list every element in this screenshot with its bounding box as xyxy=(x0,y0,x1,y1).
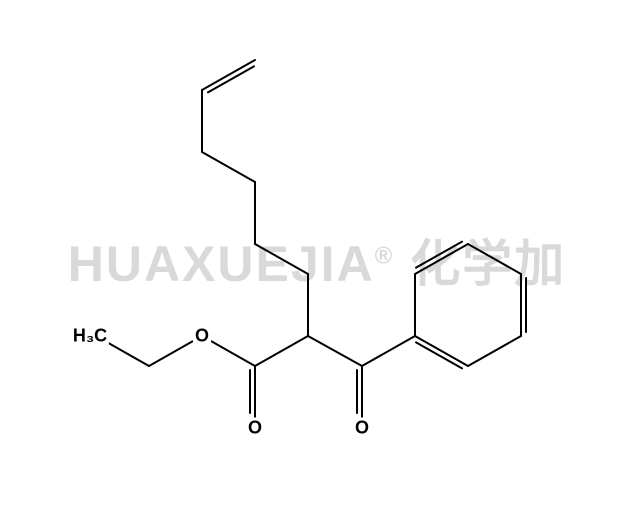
bond-layer xyxy=(106,60,526,417)
atom-label-O: O xyxy=(246,418,264,439)
atom-label-O: O xyxy=(353,418,371,439)
atom-label-ch3: H₃C xyxy=(71,326,109,347)
atom-label-O: O xyxy=(193,326,211,347)
molecule-canvas xyxy=(0,0,634,520)
